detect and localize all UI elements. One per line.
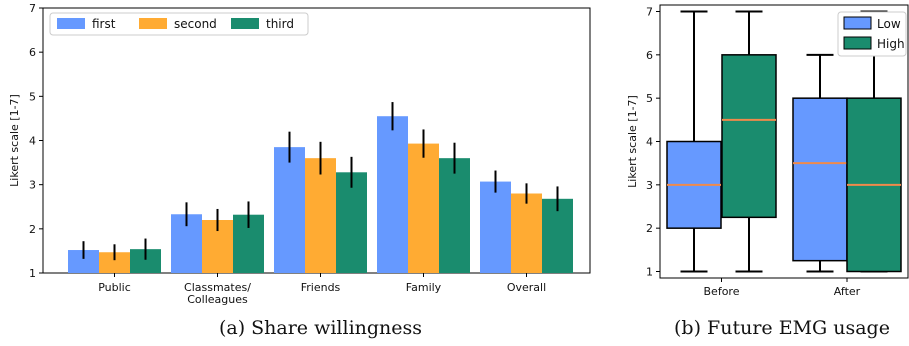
y-tick-label: 7 — [29, 2, 36, 15]
y-axis-label: Likert scale [1-7] — [8, 94, 21, 187]
x-tick-label: Public — [98, 281, 131, 294]
bar-first-2 — [274, 147, 305, 273]
y-tick-label: 5 — [29, 90, 36, 103]
y-axis-ticks: 1 2 3 4 5 6 7 — [29, 2, 43, 280]
bar-first-4 — [480, 181, 511, 273]
legend-swatch-third — [231, 18, 259, 29]
caption-b: (b) Future EMG usage — [674, 317, 890, 339]
y-tick-label: 3 — [29, 179, 36, 192]
legend-label-Low: Low — [877, 17, 901, 31]
x-tick-label: Classmates/Colleagues — [184, 281, 251, 306]
y-tick-label: 3 — [646, 179, 653, 192]
x-tick-label: Before — [704, 285, 740, 298]
legend-swatch-High — [843, 36, 872, 50]
y-tick-label: 7 — [646, 6, 653, 19]
bar-second-0 — [99, 252, 130, 273]
y-tick-label: 1 — [646, 266, 653, 279]
bar-third-2 — [336, 172, 367, 273]
bar-first-3 — [377, 116, 408, 273]
bar-second-3 — [408, 143, 439, 273]
future-emg-usage-chart: 1 2 3 4 5 6 7 Before After Likert scale [1-7] L… — [626, 4, 909, 339]
y-tick-label: 4 — [29, 135, 36, 148]
y-tick-label: 4 — [646, 136, 653, 149]
bar-second-2 — [305, 158, 336, 273]
y-tick-label: 2 — [646, 222, 653, 235]
share-willingness-chart: 1 2 3 4 5 6 7 Public Classmates/Colleagues Frien… — [8, 2, 591, 339]
x-tick-label: After — [834, 285, 861, 298]
x-tick-label: Friends — [301, 281, 341, 294]
x-tick-label: Family — [406, 281, 442, 294]
y-tick-label: 6 — [29, 46, 36, 59]
x-tick-label: Overall — [507, 281, 546, 294]
legend-label-first: first — [92, 17, 116, 31]
error-bars — [82, 102, 559, 261]
x-axis-ticks: Before After — [704, 278, 861, 298]
y-tick-label: 6 — [646, 49, 653, 62]
bars — [68, 116, 573, 273]
legend: first second third — [49, 12, 309, 36]
y-tick-label: 1 — [29, 267, 36, 280]
y-axis-ticks: 1 2 3 4 5 6 7 — [646, 6, 660, 279]
legend-swatch-first — [57, 18, 85, 29]
legend-label-second: second — [174, 17, 217, 31]
bar-third-0 — [130, 249, 161, 273]
y-axis-label: Likert scale [1-7] — [626, 95, 639, 188]
caption-a: (a) Share willingness — [219, 317, 422, 339]
y-tick-label: 5 — [646, 92, 653, 105]
legend-swatch-Low — [843, 16, 872, 30]
legend-label-High: High — [877, 37, 905, 51]
box-Low-Before — [666, 10, 722, 273]
bar-first-0 — [68, 250, 99, 273]
y-tick-label: 2 — [29, 223, 36, 236]
boxes — [666, 10, 902, 273]
bar-second-4 — [511, 193, 542, 273]
box-Low-After — [792, 53, 848, 273]
x-axis-ticks: Public Classmates/Colleagues Friends Family… — [98, 273, 546, 306]
legend: Low High — [837, 11, 907, 57]
box-High-After — [846, 10, 902, 273]
bar-third-3 — [439, 158, 470, 273]
box-High-Before — [721, 10, 777, 273]
legend-swatch-second — [139, 18, 167, 29]
legend-label-third: third — [266, 17, 294, 31]
